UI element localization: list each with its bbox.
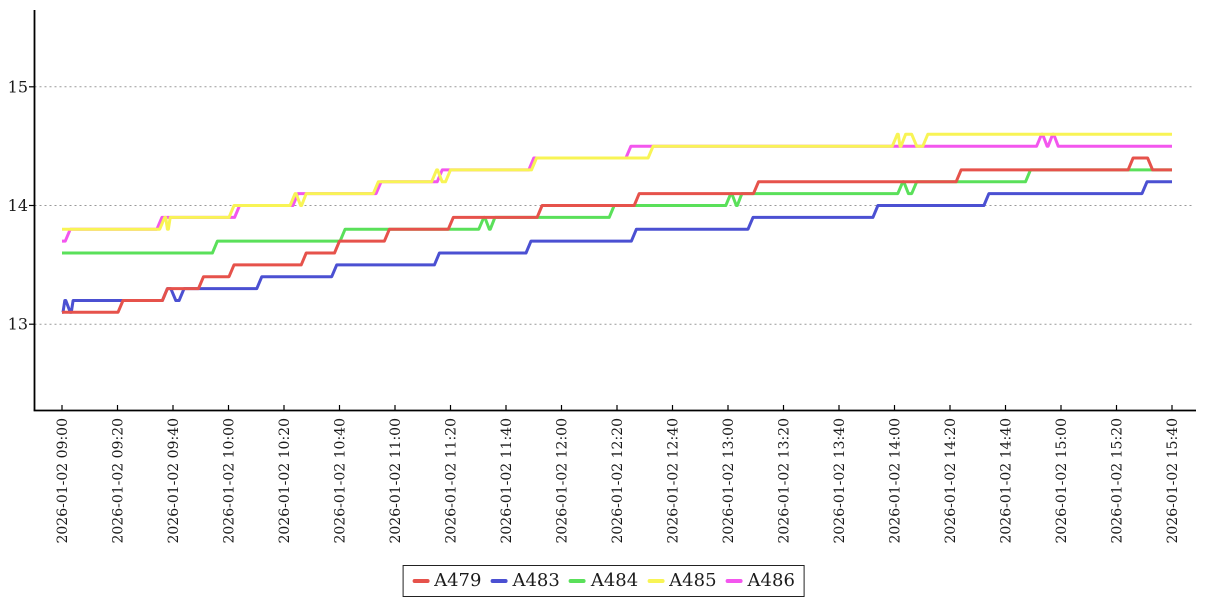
x-tick-label: 2026-01-02 10:20 bbox=[277, 418, 293, 544]
legend-label: A483 bbox=[512, 570, 560, 591]
x-tick-label: 2026-01-02 12:40 bbox=[666, 418, 682, 544]
legend-swatch-a485 bbox=[647, 579, 665, 583]
legend-swatch-a484 bbox=[568, 579, 586, 583]
legend-swatch-a486 bbox=[725, 579, 743, 583]
x-tick-label: 2026-01-02 15:20 bbox=[1110, 418, 1126, 544]
legend-label: A485 bbox=[669, 570, 717, 591]
series-line-a485 bbox=[62, 132, 1172, 231]
x-tick-label: 2026-01-02 13:20 bbox=[777, 418, 793, 544]
x-tick-label: 2026-01-02 12:00 bbox=[555, 418, 571, 544]
x-tick-label: 2026-01-02 15:40 bbox=[1165, 418, 1181, 544]
legend-item-a485: A485 bbox=[647, 570, 717, 591]
x-tick-label: 2026-01-02 13:00 bbox=[721, 418, 737, 544]
x-tick-label: 2026-01-02 10:00 bbox=[222, 418, 238, 544]
x-tick-label: 2026-01-02 09:20 bbox=[111, 418, 127, 544]
legend-label: A486 bbox=[747, 570, 795, 591]
x-tick-label: 2026-01-02 14:00 bbox=[888, 418, 904, 544]
x-tick-label: 2026-01-02 12:20 bbox=[610, 418, 626, 544]
x-tick-label: 2026-01-02 14:20 bbox=[943, 418, 959, 544]
legend-item-a479: A479 bbox=[412, 572, 481, 590]
x-tick-label: 2026-01-02 13:40 bbox=[832, 418, 848, 544]
legend-label: A484 bbox=[590, 570, 639, 591]
legend-label: A479 bbox=[434, 570, 482, 591]
x-tick-label: 2026-01-02 11:00 bbox=[388, 418, 404, 544]
x-tick-label: 2026-01-02 11:40 bbox=[499, 418, 515, 544]
legend-item-a484: A484 bbox=[568, 570, 639, 591]
x-tick-label: 2026-01-02 14:40 bbox=[999, 418, 1015, 544]
y-tick-label: 15 bbox=[8, 77, 28, 96]
series-line-a486 bbox=[62, 132, 1172, 243]
series-line-a483 bbox=[61, 180, 1172, 314]
x-tick-label: 2026-01-02 15:00 bbox=[1054, 418, 1070, 544]
legend-item-a486: A486 bbox=[725, 570, 795, 591]
legend-swatch-a479 bbox=[412, 579, 430, 583]
series-line-a479 bbox=[62, 156, 1172, 314]
y-tick-label: 13 bbox=[8, 315, 28, 334]
x-tick-label: 2026-01-02 09:00 bbox=[55, 418, 71, 544]
x-tick-label: 2026-01-02 09:40 bbox=[166, 418, 182, 544]
legend-item-a483: A483 bbox=[490, 570, 560, 591]
x-tick-label: 2026-01-02 10:40 bbox=[333, 418, 349, 544]
legend: A479 A483 A484 A485 A486 bbox=[402, 565, 805, 597]
y-tick-label: 14 bbox=[8, 196, 28, 215]
x-tick-label: 2026-01-02 11:20 bbox=[444, 418, 460, 544]
legend-swatch-a483 bbox=[490, 579, 508, 583]
